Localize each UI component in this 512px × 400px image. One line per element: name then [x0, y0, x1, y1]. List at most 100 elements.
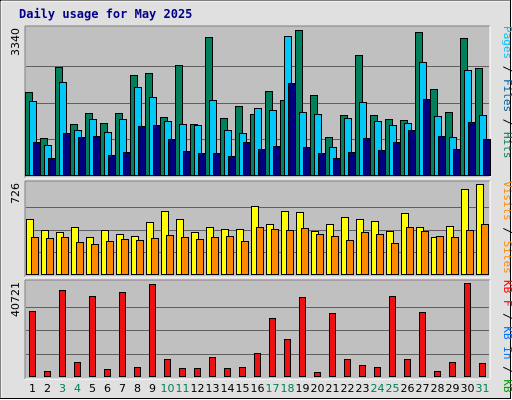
bar-pages-day-10 — [168, 139, 176, 176]
bar-kb-f-day-10 — [164, 359, 171, 377]
bar-pages-day-22 — [348, 152, 356, 176]
bar-pages-day-5 — [93, 136, 101, 176]
legend-entry: Sites — [501, 241, 512, 274]
x-tick-label: 6 — [104, 382, 111, 395]
x-tick-label: 5 — [89, 382, 96, 395]
bar-sites-day-15 — [241, 241, 249, 275]
bar-sites-day-19 — [301, 228, 309, 275]
bar-kb-f-day-7 — [119, 292, 126, 377]
bar-sites-day-9 — [151, 238, 159, 275]
bar-kb-f-day-18 — [284, 339, 291, 377]
x-tick-label: 12 — [191, 382, 205, 395]
x-tick-label: 29 — [446, 382, 460, 395]
bar-pages-day-30 — [468, 122, 476, 176]
x-tick-label: 13 — [206, 382, 220, 395]
x-axis-day-labels: 1 2 3 4 5 6 7 8 9 10 11 12 13 14 15 16 17 18 19 20 21 22 23 24 2… — [29, 382, 490, 395]
x-tick-label: 23 — [356, 382, 370, 395]
x-tick-label: 19 — [296, 382, 310, 395]
bar-sites-day-18 — [286, 230, 294, 275]
panel-kbytes: 40721 KB F / KB In / KB Out — [9, 279, 512, 400]
bar-kb-f-day-16 — [254, 353, 261, 377]
x-tick-label: 31 — [476, 382, 490, 395]
legend-entry: / — [501, 307, 512, 327]
bar-pages-day-28 — [438, 136, 446, 176]
x-tick-label: 27 — [416, 382, 430, 395]
x-tick-label: 22 — [341, 382, 355, 395]
bar-pages-day-3 — [63, 133, 71, 176]
panel-hits-files-pages: 3340 Pages / Files / Hits — [9, 25, 512, 179]
bar-sites-day-20 — [316, 234, 324, 275]
bar-kb-f-day-30 — [464, 283, 471, 377]
bar-pages-day-14 — [228, 156, 236, 176]
series-legend: Visits / Sites — [501, 181, 512, 274]
bar-sites-day-14 — [226, 236, 234, 275]
legend-entry: Visits — [501, 181, 512, 221]
bar-kb-f-day-22 — [344, 359, 351, 377]
x-tick-label: 30 — [461, 382, 475, 395]
bar-kb-f-day-24 — [374, 367, 381, 377]
y-max-label: 40721 — [9, 282, 22, 317]
bar-sites-day-2 — [46, 238, 54, 275]
bar-kb-f-day-20 — [314, 372, 321, 377]
bar-pages-day-29 — [453, 149, 461, 176]
x-tick-label: 17 — [266, 382, 280, 395]
bar-sites-day-13 — [211, 237, 219, 275]
x-tick-label: 16 — [251, 382, 265, 395]
legend-entry: / — [501, 112, 512, 132]
bar-pages-day-17 — [273, 146, 281, 176]
bar-pages-day-6 — [108, 155, 116, 176]
legend-entry: KB In — [501, 326, 512, 359]
bar-sites-day-23 — [361, 232, 369, 275]
bar-kb-f-day-23 — [359, 365, 366, 377]
x-tick-label: 18 — [281, 382, 295, 395]
bar-sites-day-31 — [481, 224, 489, 275]
bar-sites-day-11 — [181, 237, 189, 275]
bar-pages-day-8 — [138, 126, 146, 176]
bar-pages-day-23 — [363, 138, 371, 176]
bar-pages-day-2 — [48, 158, 56, 176]
bar-sites-day-6 — [106, 241, 114, 275]
bar-sites-day-30 — [466, 230, 474, 275]
bar-sites-day-8 — [136, 240, 144, 275]
bar-kb-f-day-1 — [29, 311, 36, 377]
bar-pages-day-24 — [378, 150, 386, 176]
x-tick-label: 2 — [44, 382, 51, 395]
bar-sites-day-3 — [61, 237, 69, 275]
bar-pages-day-18 — [288, 83, 296, 176]
legend-entry: KB Out — [501, 379, 512, 400]
bar-sites-day-1 — [31, 237, 39, 275]
bar-pages-day-12 — [198, 153, 206, 176]
bar-kb-f-day-21 — [329, 313, 336, 377]
bar-sites-day-25 — [391, 243, 399, 275]
bar-kb-f-day-15 — [239, 367, 246, 377]
bar-sites-day-28 — [436, 236, 444, 275]
bar-kb-f-day-11 — [179, 368, 186, 377]
bar-kb-f-day-3 — [59, 290, 66, 377]
x-tick-label: 7 — [119, 382, 126, 395]
bar-pages-day-26 — [408, 130, 416, 176]
bar-kb-f-day-6 — [104, 369, 111, 377]
bar-sites-day-7 — [121, 239, 129, 275]
bar-kb-f-day-19 — [299, 297, 306, 377]
x-tick-label: 9 — [149, 382, 156, 395]
bar-kb-f-day-17 — [269, 318, 276, 377]
bar-kb-f-day-25 — [389, 296, 396, 377]
bar-sites-day-29 — [451, 237, 459, 275]
legend-entry: / — [501, 59, 512, 79]
series-legend: Pages / Files / Hits — [501, 26, 512, 159]
bar-sites-day-27 — [421, 231, 429, 275]
legend-entry: / — [501, 221, 512, 241]
bar-pages-day-7 — [123, 152, 131, 176]
x-tick-label: 21 — [326, 382, 340, 395]
bar-pages-day-31 — [483, 139, 491, 176]
x-tick-label: 24 — [371, 382, 385, 395]
legend-entry: Hits — [501, 132, 512, 159]
bar-sites-day-10 — [166, 235, 174, 275]
x-tick-label: 26 — [401, 382, 415, 395]
x-tick-label: 15 — [236, 382, 250, 395]
bar-kb-f-day-8 — [134, 367, 141, 377]
bar-sites-day-22 — [346, 240, 354, 275]
bar-pages-day-20 — [318, 153, 326, 176]
